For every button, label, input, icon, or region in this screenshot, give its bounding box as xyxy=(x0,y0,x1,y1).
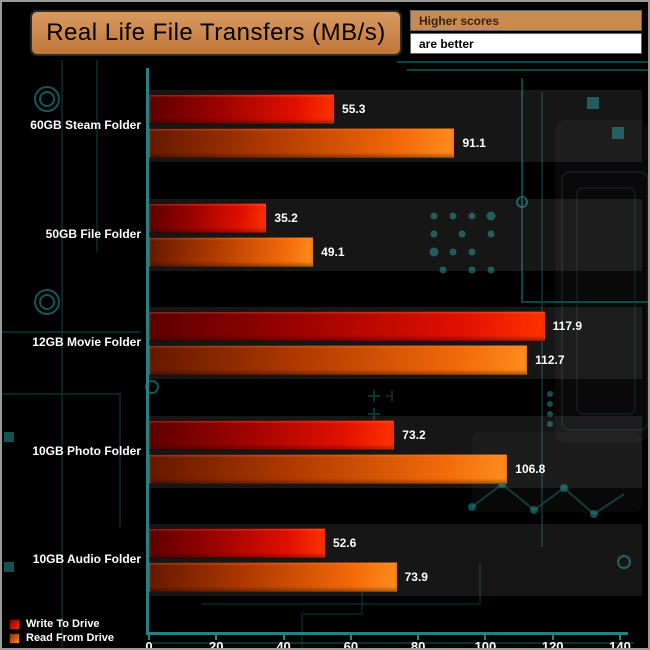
legend-swatch-write xyxy=(9,618,20,630)
note-are-better: are better xyxy=(410,33,642,54)
x-axis-tick xyxy=(349,635,352,640)
bar-write xyxy=(149,202,268,233)
x-axis-tick-label: 20 xyxy=(209,639,224,650)
value-label: 73.2 xyxy=(402,427,426,442)
bar-write xyxy=(149,528,326,558)
chart-title-text: Real Life File Transfers (MB/s) xyxy=(46,19,386,46)
value-label: 49.1 xyxy=(321,244,345,259)
bar-read xyxy=(149,345,529,375)
value-label: 55.3 xyxy=(342,102,366,116)
x-axis-tick-label: 60 xyxy=(343,639,359,650)
legend-swatch-read xyxy=(9,632,20,644)
category-label: 12GB Movie Folder xyxy=(32,335,141,349)
x-axis-tick xyxy=(282,635,285,640)
x-axis-tick xyxy=(551,635,554,640)
bar-write xyxy=(149,311,546,341)
x-axis-tick-label: 140 xyxy=(609,639,631,650)
x-axis-tick xyxy=(484,635,487,640)
bar-write xyxy=(149,419,396,450)
x-axis-tick xyxy=(215,635,218,640)
value-label: 117.9 xyxy=(552,319,583,333)
value-label: 106.8 xyxy=(515,461,546,476)
bar-read xyxy=(149,562,398,592)
x-axis-tick-label: 40 xyxy=(276,639,291,650)
category-label: 10GB Photo Folder xyxy=(32,443,141,458)
category-label: 10GB Audio Folder xyxy=(32,552,141,566)
legend-row-read: Read From Drive xyxy=(9,631,114,645)
legend-label-write: Write To Drive xyxy=(26,618,100,630)
value-label: 91.1 xyxy=(462,136,486,150)
legend-label-read: Read From Drive xyxy=(26,632,115,644)
note-bottom-text: are better xyxy=(419,36,474,51)
x-axis-tick-label: 0 xyxy=(145,639,153,650)
note-top-text: Higher scores xyxy=(419,13,500,28)
bar-write xyxy=(149,94,336,124)
value-label: 35.2 xyxy=(274,210,298,225)
x-axis-tick-label: 120 xyxy=(541,639,564,650)
bar-read xyxy=(149,453,509,484)
value-label: 73.9 xyxy=(404,570,428,584)
y-axis-line xyxy=(146,68,149,634)
bar-read xyxy=(149,128,456,158)
x-axis-line xyxy=(146,632,628,635)
x-axis-tick-label: 100 xyxy=(474,639,497,650)
legend-row-write: Write To Drive xyxy=(9,617,114,631)
value-label: 52.6 xyxy=(332,536,357,550)
category-label: 50GB File Folder xyxy=(45,226,141,241)
note-higher-scores: Higher scores xyxy=(410,10,642,31)
x-axis-tick xyxy=(148,635,150,640)
x-axis-tick xyxy=(619,635,621,640)
legend: Write To Drive Read From Drive xyxy=(9,617,114,645)
chart-title: Real Life File Transfers (MB/s) xyxy=(30,10,402,56)
x-axis-tick-label: 80 xyxy=(410,639,426,650)
value-label: 112.7 xyxy=(535,353,565,367)
category-label: 60GB Steam Folder xyxy=(30,118,141,132)
x-axis-tick xyxy=(417,635,420,640)
bar-read xyxy=(149,236,315,267)
